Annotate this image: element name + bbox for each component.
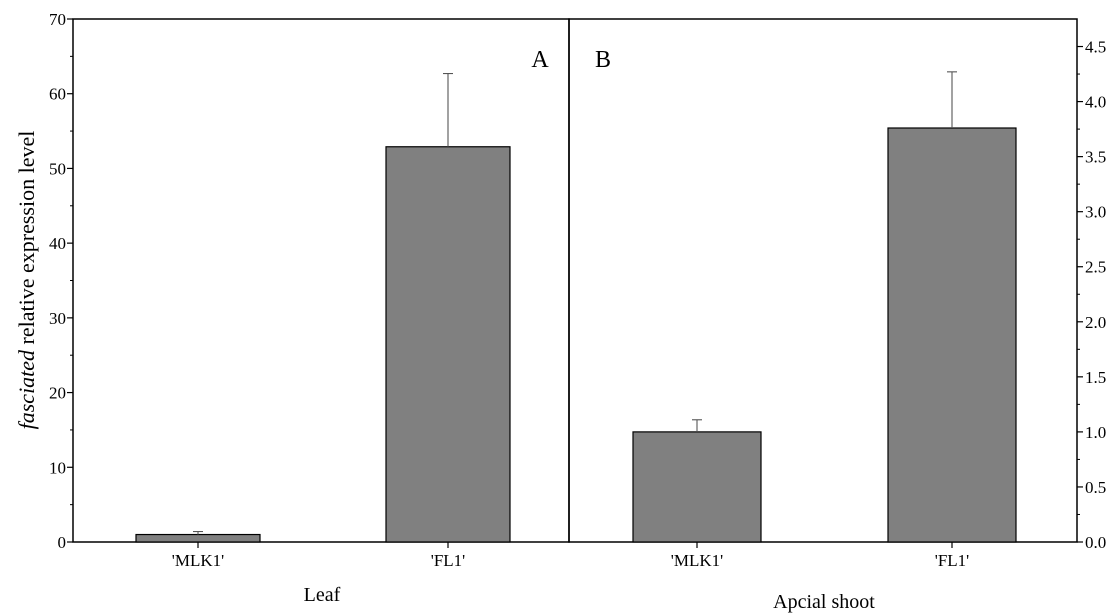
panel-a-y-tick-label-7: 70 — [49, 10, 66, 29]
panel-b-y-tick-label-4: 2.0 — [1085, 313, 1106, 332]
panel-b-y-tick-label-9: 4.5 — [1085, 38, 1106, 57]
panel-a-y-tick-label-3: 30 — [49, 309, 66, 328]
panel-b-y-tick-label-8: 4.0 — [1085, 93, 1106, 112]
panel-a-label: A — [531, 47, 549, 73]
panel-b-y-tick-label-1: 0.5 — [1085, 478, 1106, 497]
panel-a-x-axis-title: Leaf — [304, 584, 341, 606]
panel-b-frame — [568, 18, 1078, 543]
y-axis-title: fasciated relative expression level — [14, 131, 39, 430]
panel-a-bar-2 — [385, 146, 511, 543]
panel-b-label: B — [595, 47, 611, 73]
panel-b-y-tick-label-5: 2.5 — [1085, 258, 1106, 277]
panel-a-category-label-1: 'MLK1' — [172, 551, 224, 570]
panel-a-y-tick-label-0: 0 — [58, 533, 67, 552]
panel-a-y-tick-label-6: 60 — [49, 85, 66, 104]
panel-b-bar-2 — [887, 127, 1017, 543]
panel-a-y-tick-label-5: 50 — [49, 159, 66, 178]
panel-a-y-tick-label-4: 40 — [49, 234, 66, 253]
panel-a-category-label-2: 'FL1' — [431, 551, 465, 570]
panel-b-bar-1 — [632, 431, 762, 543]
panel-a-y-tick-label-2: 20 — [49, 384, 66, 403]
chart-marks: 0 10 20 30 40 50 60 70 0.0 0.5 1.0 1.5 2.0 2.5 3.0 3.5 4… — [49, 10, 1106, 552]
panel-b-y-tick-label-3: 1.5 — [1085, 368, 1106, 387]
panel-b-y-tick-label-7: 3.5 — [1085, 148, 1106, 167]
panel-b-x-axis-title: Apcial shoot — [773, 591, 875, 613]
panel-b-y-tick-label-6: 3.0 — [1085, 203, 1106, 222]
panel-b-category-label-1: 'MLK1' — [671, 551, 723, 570]
panel-b-category-label-2: 'FL1' — [935, 551, 969, 570]
panel-a-y-tick-label-1: 10 — [49, 458, 66, 477]
panel-a-bar-1 — [135, 533, 261, 543]
panel-b-y-tick-label-2: 1.0 — [1085, 423, 1106, 442]
panel-b-y-tick-label-0: 0.0 — [1085, 533, 1106, 552]
